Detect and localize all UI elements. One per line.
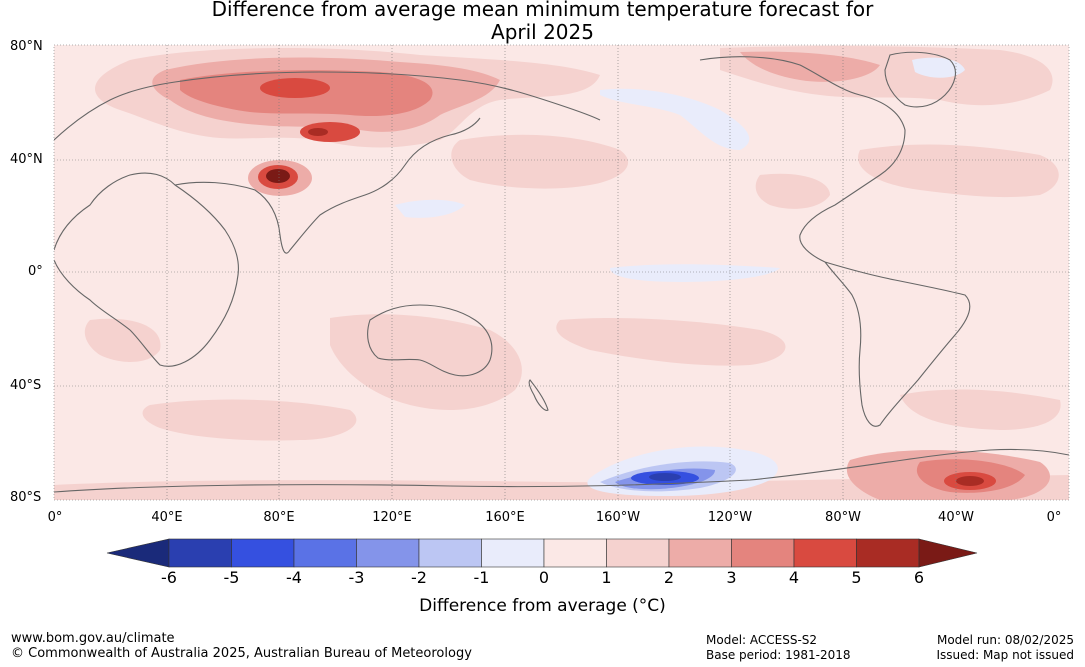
anomaly-region-south-pacific — [556, 318, 786, 366]
anomaly-region-north-pacific — [451, 134, 629, 189]
colorbar-tick: -3 — [348, 568, 365, 587]
footer-model-info: Model: ACCESS-S2 Base period: 1981-2018 — [706, 633, 851, 663]
colorbar-extend-max — [918, 538, 978, 568]
copyright-text: © Commonwealth of Australia 2025, Austra… — [11, 646, 472, 661]
colorbar-segment — [606, 538, 670, 568]
colorbar-tick: 6 — [913, 568, 925, 587]
eurasia-north-coastline — [54, 71, 601, 141]
colorbar-segment — [543, 538, 607, 568]
lat-label-equator: 0° — [28, 264, 43, 279]
colorbar-tick: 5 — [851, 568, 862, 587]
model-run: Model run: 08/02/2025 — [936, 633, 1074, 647]
colorbar-segment — [293, 538, 357, 568]
anomaly-region-gulf-alaska-cool — [600, 88, 750, 150]
colorbar-tick: -5 — [223, 568, 240, 587]
lat-label-80n: 80°N — [10, 39, 43, 54]
colorbar-segment — [856, 538, 920, 568]
footer-run-info: Model run: 08/02/2025 Issued: Map not is… — [936, 633, 1074, 663]
graticule — [54, 45, 1069, 500]
colorbar-tick: 0 — [538, 568, 550, 587]
colorbar — [106, 538, 978, 568]
colorbar-segment — [168, 538, 232, 568]
anomaly-region-south-atlantic — [84, 318, 161, 362]
anomaly-region-north-atlantic — [858, 144, 1059, 198]
anomaly-region-equatorial-pacific-cool — [610, 264, 780, 282]
map-title-line2: April 2025 — [491, 20, 594, 44]
anomaly-region-siberia-4to5 — [260, 78, 330, 98]
africa-coastline — [54, 172, 239, 367]
colorbar-tick: 1 — [601, 568, 612, 587]
asia-south-coastline — [174, 117, 481, 254]
lon-label-40e: 40°E — [151, 510, 183, 525]
anomaly-region-north-america-south — [755, 173, 830, 209]
colorbar-segment — [793, 538, 857, 568]
lon-label-0: 0° — [47, 510, 63, 525]
anomaly-region-tibet-above6 — [266, 169, 290, 183]
colorbar-tick: -4 — [286, 568, 302, 587]
lon-label-0-east: 0° — [1046, 510, 1062, 525]
anomaly-region-weddell-5to6 — [956, 476, 984, 486]
lon-label-120e: 120°E — [372, 510, 412, 525]
lon-label-80e: 80°E — [263, 510, 295, 525]
lon-label-120w: 120°W — [707, 510, 753, 525]
north-america-coastline — [699, 56, 906, 263]
colorbar-tick: -2 — [411, 568, 427, 587]
colorbar-tick: 3 — [726, 568, 737, 587]
colorbar-extend-min — [106, 538, 170, 568]
anomaly-region-mongolia-4to5 — [300, 122, 360, 142]
anomaly-region-west-pacific-cool — [395, 199, 465, 218]
colorbar-tick: 2 — [663, 568, 675, 587]
lat-label-40s: 40°S — [10, 378, 42, 393]
colorbar-tick: -6 — [161, 568, 177, 587]
colorbar-segment — [356, 538, 420, 568]
anomaly-region-antarctic — [54, 475, 1069, 500]
colorbar-segment — [731, 538, 795, 568]
footer-left: www.bom.gov.au/climate © Commonwealth of… — [11, 631, 472, 661]
colorbar-tick: -1 — [473, 568, 490, 587]
lon-label-160e: 160°E — [485, 510, 525, 525]
map-frame — [53, 44, 1070, 501]
colorbar-segment — [231, 538, 295, 568]
south-america-coastline — [824, 261, 971, 427]
colorbar-segment — [418, 538, 482, 568]
website-link[interactable]: www.bom.gov.au/climate — [11, 631, 175, 646]
anomaly-region-mongolia-5to6 — [308, 128, 328, 136]
colorbar-label: Difference from average (°C) — [419, 596, 666, 616]
lon-label-80w: 80°W — [825, 510, 861, 525]
colorbar-tick: 4 — [788, 568, 800, 587]
colorbar-segment — [481, 538, 545, 568]
anomaly-region-south-atlantic-east — [900, 389, 1061, 430]
lon-label-160w: 160°W — [595, 510, 641, 525]
map-title-line1: Difference from average mean minimum tem… — [211, 0, 874, 21]
australia-coastline — [367, 304, 493, 377]
base-period: Base period: 1981-2018 — [706, 648, 851, 662]
issued-status: Issued: Map not issued — [936, 648, 1074, 662]
lon-label-40w: 40°W — [938, 510, 974, 525]
anomaly-field — [54, 45, 1069, 500]
colorbar-segment — [668, 538, 732, 568]
antarctica-coastline — [54, 448, 1069, 493]
anomaly-region-amundsen-cool-4to-5 — [649, 473, 681, 481]
anomaly-region-southern-ocean — [142, 399, 357, 441]
lat-label-40n: 40°N — [10, 152, 43, 167]
greenland-coastline — [884, 51, 956, 108]
coastlines — [54, 51, 1069, 493]
model-name: Model: ACCESS-S2 — [706, 633, 818, 647]
lat-label-80s: 80°S — [10, 490, 42, 505]
new-zealand-coastline — [528, 379, 549, 411]
